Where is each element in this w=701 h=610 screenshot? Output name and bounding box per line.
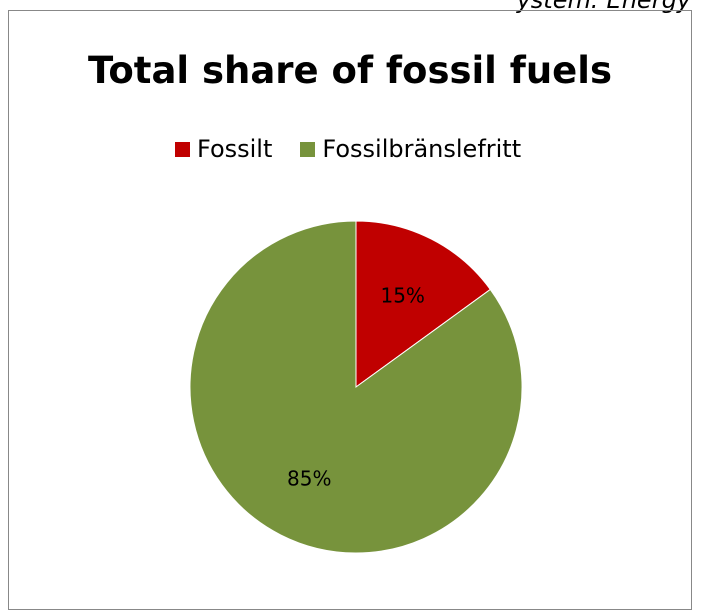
legend-item-fossilbranslefritt: Fossilbränslefritt [300,135,521,163]
pie-label-fossilbranslefritt: 85% [287,467,331,491]
legend-swatch-fossilbranslefritt [300,141,316,157]
pie-slice-fossilt [355,220,491,388]
pie-slice-fossilbranslefritt [189,220,523,554]
legend: Fossilt Fossilbränslefritt [175,135,549,163]
legend-label-fossilt: Fossilt [197,135,273,163]
legend-item-fossilt: Fossilt [175,135,272,163]
legend-swatch-fossilt [175,141,190,157]
pie-label-fossilt: 15% [380,283,424,307]
chart-frame: Total share of fossil fuels Fossilt Foss… [8,10,692,610]
legend-label-fossilbranslefritt: Fossilbränslefritt [322,135,522,163]
chart-title: Total share of fossil fuels [88,49,612,92]
